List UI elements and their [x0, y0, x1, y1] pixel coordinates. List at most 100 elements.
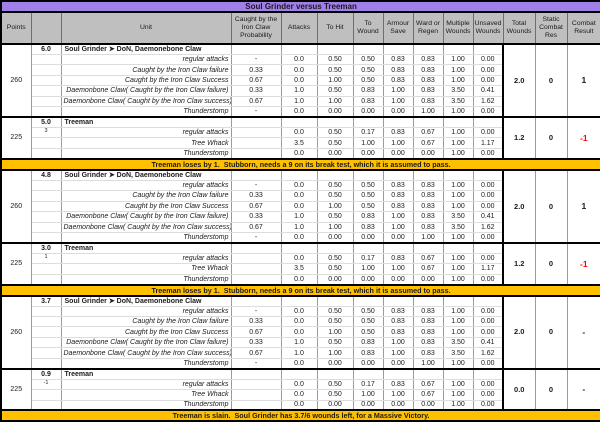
value-cell[interactable]: 0.50 — [316, 126, 354, 139]
value-cell[interactable]: 1.00 — [442, 74, 474, 87]
value-cell[interactable]: 0.83 — [352, 95, 384, 108]
value-cell[interactable]: 0.0 — [280, 389, 318, 401]
iron-claw-probability-cell[interactable]: - — [230, 357, 282, 370]
value-cell[interactable]: 1.00 — [442, 389, 474, 401]
value-cell[interactable]: 0.83 — [352, 221, 384, 233]
value-cell[interactable]: 0.00 — [316, 147, 354, 160]
value-cell[interactable] — [382, 168, 414, 181]
static-combat-res-cell[interactable]: 0 — [534, 294, 568, 370]
value-cell[interactable]: 0.67 — [412, 389, 444, 401]
value-cell[interactable]: 1.00 — [382, 211, 414, 223]
value-cell[interactable]: 1.00 — [442, 252, 474, 265]
unit-name-cell[interactable]: Soul Grinder ➤ DoN, Daemonebone Claw — [60, 42, 232, 55]
col-header-total-wounds[interactable]: Total Wounds — [502, 11, 536, 45]
value-cell[interactable]: 0.0 — [280, 179, 318, 192]
value-cell[interactable]: 1.00 — [442, 399, 474, 411]
iron-claw-probability-cell[interactable]: 0.33 — [230, 85, 282, 97]
col-header-unsaved-wounds[interactable]: Unsaved Wounds — [472, 11, 504, 45]
value-cell[interactable] — [472, 116, 504, 129]
combat-result-cell[interactable]: - — [566, 367, 600, 411]
value-cell[interactable]: 0.50 — [316, 315, 354, 328]
points-cell[interactable]: 260 — [0, 168, 32, 244]
value-cell[interactable]: 1.0 — [280, 95, 318, 108]
value-cell[interactable]: 1.00 — [316, 95, 354, 108]
value-cell[interactable]: 0.00 — [472, 200, 504, 213]
value-cell[interactable]: 0.67 — [412, 137, 444, 149]
value-cell[interactable]: 0.83 — [352, 336, 384, 349]
value-cell[interactable] — [382, 367, 414, 380]
combat-result-cell[interactable]: 1 — [566, 42, 600, 118]
iron-claw-probability-cell[interactable] — [230, 126, 282, 139]
value-cell[interactable]: 0.00 — [472, 399, 504, 411]
value-cell[interactable]: 1.0 — [280, 85, 318, 97]
value-cell[interactable]: 1.00 — [316, 200, 354, 213]
iron-claw-probability-cell[interactable]: 0.67 — [230, 74, 282, 87]
value-cell[interactable]: 0.00 — [382, 231, 414, 244]
value-cell[interactable]: 1.0 — [280, 347, 318, 359]
iron-claw-probability-cell[interactable]: - — [230, 231, 282, 244]
value-cell[interactable] — [280, 294, 318, 307]
col-header-to-hit[interactable]: To Hit — [316, 11, 354, 45]
value-cell[interactable]: 1.00 — [442, 147, 474, 160]
value-cell[interactable] — [382, 116, 414, 129]
value-cell[interactable]: 1.00 — [316, 221, 354, 233]
total-wounds-cell[interactable]: 1.2 — [502, 241, 536, 286]
value-cell[interactable] — [352, 367, 384, 380]
expected-wounds-cell[interactable]: 3.0 — [30, 241, 62, 254]
value-cell[interactable] — [472, 42, 504, 55]
value-cell[interactable]: 0.67 — [412, 378, 444, 391]
value-cell[interactable]: 0.83 — [382, 74, 414, 87]
iron-claw-probability-cell[interactable]: 0.67 — [230, 95, 282, 108]
expected-wounds-cell[interactable]: 4.8 — [30, 168, 62, 181]
probability-cell[interactable] — [230, 294, 282, 307]
iron-claw-probability-cell[interactable]: - — [230, 179, 282, 192]
value-cell[interactable]: 0.50 — [352, 53, 384, 66]
col-header-points[interactable]: Points — [0, 11, 32, 45]
value-cell[interactable]: 0.83 — [412, 64, 444, 76]
value-cell[interactable]: 0.50 — [352, 190, 384, 202]
value-cell[interactable]: 0.00 — [352, 147, 384, 160]
modifier-note-cell[interactable] — [30, 106, 62, 118]
modifier-note-cell[interactable] — [30, 74, 62, 87]
value-cell[interactable]: 0.00 — [472, 147, 504, 160]
iron-claw-probability-cell[interactable] — [230, 399, 282, 411]
value-cell[interactable] — [352, 116, 384, 129]
modifier-note-cell[interactable] — [30, 137, 62, 149]
value-cell[interactable]: 0.50 — [316, 179, 354, 192]
attack-label-cell[interactable]: Thunderstomp — [60, 106, 232, 118]
value-cell[interactable]: 0.0 — [280, 252, 318, 265]
value-cell[interactable]: 1.00 — [316, 347, 354, 359]
value-cell[interactable]: 0.50 — [316, 85, 354, 97]
value-cell[interactable]: 0.50 — [316, 190, 354, 202]
value-cell[interactable]: 1.00 — [382, 389, 414, 401]
iron-claw-probability-cell[interactable]: - — [230, 305, 282, 318]
value-cell[interactable] — [280, 116, 318, 129]
expected-wounds-cell[interactable]: 5.0 — [30, 116, 62, 129]
attack-label-cell[interactable]: Tree Whack — [60, 137, 232, 149]
value-cell[interactable]: 0.83 — [412, 179, 444, 192]
value-cell[interactable] — [442, 168, 474, 181]
value-cell[interactable]: 0.00 — [352, 399, 384, 411]
value-cell[interactable] — [442, 367, 474, 380]
modifier-note-cell[interactable] — [30, 147, 62, 160]
value-cell[interactable]: 3.5 — [280, 137, 318, 149]
iron-claw-probability-cell[interactable] — [230, 273, 282, 286]
value-cell[interactable] — [382, 241, 414, 254]
value-cell[interactable]: 0.00 — [352, 357, 384, 370]
value-cell[interactable]: 0.83 — [412, 221, 444, 233]
modifier-note-cell[interactable] — [30, 347, 62, 359]
modifier-note-cell[interactable] — [30, 200, 62, 213]
value-cell[interactable]: 1.17 — [472, 263, 504, 275]
points-cell[interactable]: 225 — [0, 241, 32, 286]
modifier-note-cell[interactable] — [30, 263, 62, 275]
static-combat-res-cell[interactable]: 0 — [534, 367, 568, 411]
value-cell[interactable]: 1.00 — [382, 263, 414, 275]
value-cell[interactable]: 0.83 — [382, 305, 414, 318]
value-cell[interactable]: 3.5 — [280, 263, 318, 275]
attack-label-cell[interactable]: Daemonbone Claw( Caught by the Iron Claw… — [60, 336, 232, 349]
value-cell[interactable]: 0.83 — [382, 315, 414, 328]
value-cell[interactable]: 0.0 — [280, 64, 318, 76]
value-cell[interactable]: 0.00 — [472, 357, 504, 370]
attack-label-cell[interactable]: regular attacks — [60, 53, 232, 66]
value-cell[interactable]: 0.00 — [472, 305, 504, 318]
